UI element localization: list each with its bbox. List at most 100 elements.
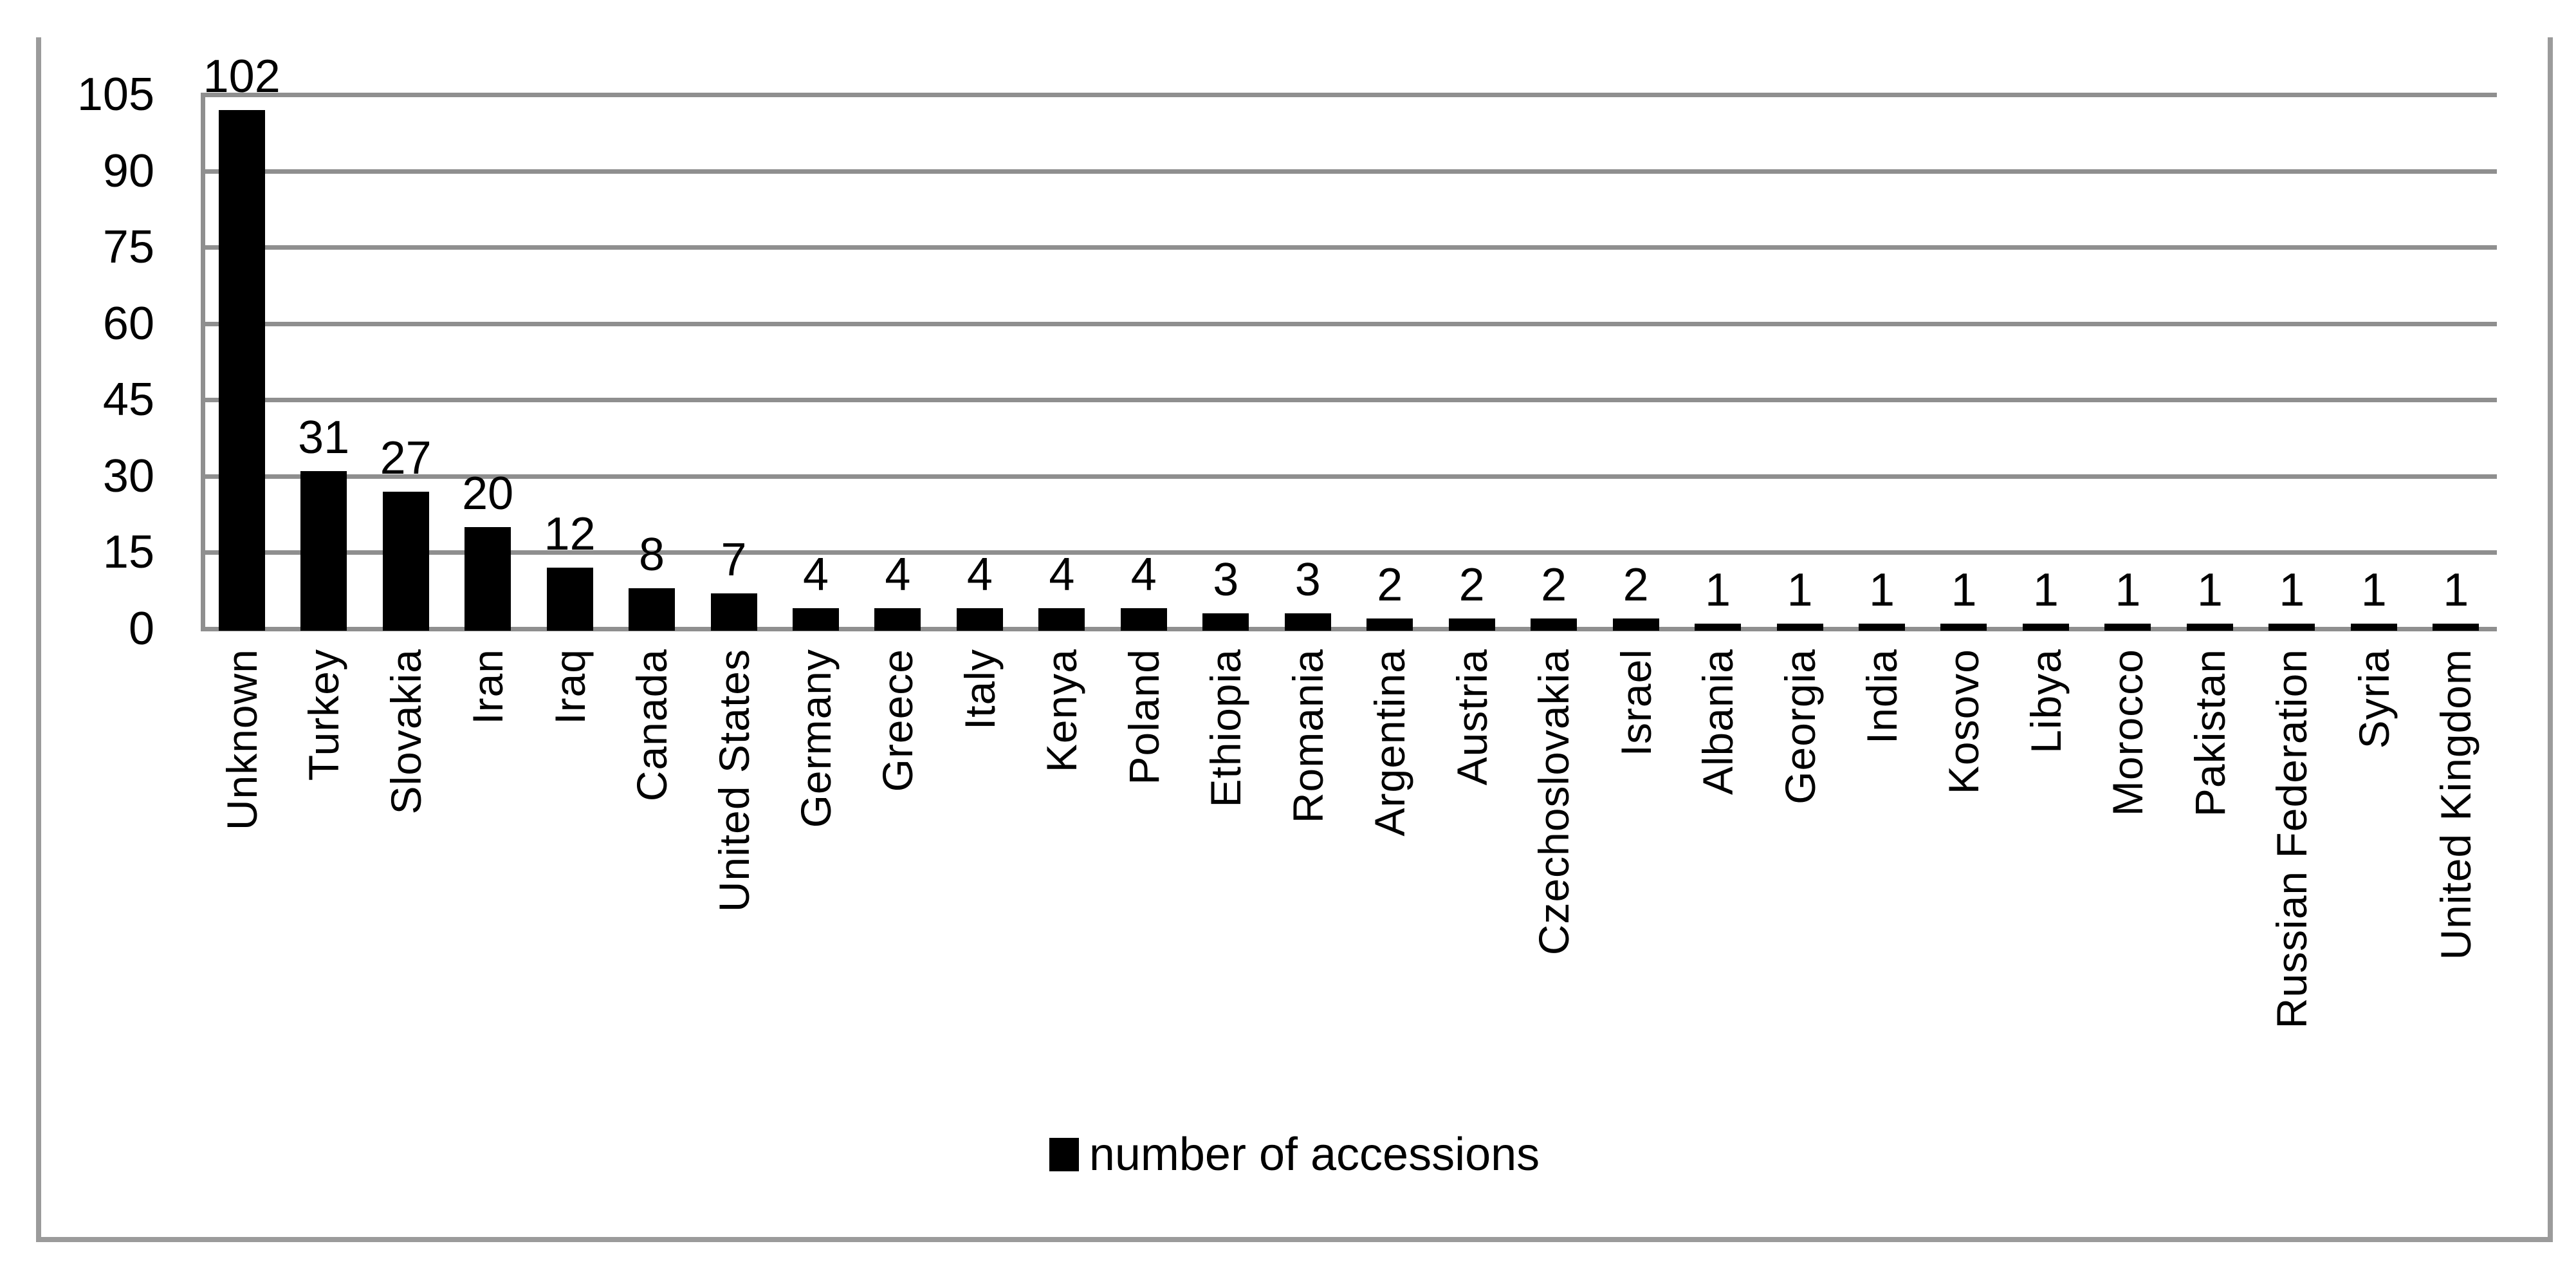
bar: [792, 608, 839, 631]
bar: [1695, 624, 1742, 631]
x-axis-category-label: United Kingdom: [2432, 649, 2480, 960]
gridline-y-30: [201, 474, 2497, 479]
x-axis-category-label: Israel: [1612, 649, 1660, 757]
bar: [629, 588, 676, 631]
x-axis-category-label: Slovakia: [382, 649, 430, 815]
x-axis-category-label: Romania: [1283, 649, 1332, 824]
gridline-y-15: [201, 550, 2497, 555]
x-axis-category-label: India: [1858, 649, 1906, 745]
bar: [874, 608, 921, 631]
bar: [546, 568, 593, 631]
bar: [1776, 624, 1823, 631]
x-axis-category-label: Poland: [1119, 649, 1168, 785]
bar: [1940, 624, 1987, 631]
bar: [2433, 624, 2479, 631]
bar: [300, 470, 347, 631]
bar-value-label: 2: [1377, 559, 1403, 611]
bar-value-label: 12: [544, 508, 596, 561]
bar: [956, 608, 1003, 631]
bar: [2022, 624, 2069, 631]
gridline-y-75: [201, 245, 2497, 250]
x-axis-category-label: Syria: [2350, 649, 2398, 749]
bar-value-label: 1: [2115, 564, 2141, 617]
bar-value-label: 7: [721, 534, 747, 586]
bar: [1284, 613, 1331, 631]
bar-value-label: 1: [1868, 564, 1895, 617]
bar-value-label: 2: [1623, 559, 1649, 611]
x-axis-category-label: Unknown: [217, 649, 266, 831]
x-axis-category-label: Georgia: [1776, 649, 1824, 804]
bar: [1038, 608, 1085, 631]
y-axis-tick-label: 45: [102, 374, 154, 426]
bar-value-label: 4: [1049, 549, 1075, 601]
bar-value-label: 2: [1541, 559, 1567, 611]
bar: [710, 593, 757, 631]
x-axis-category-label: Kosovo: [1940, 649, 1988, 795]
bar-value-label: 20: [462, 467, 514, 519]
bar: [1531, 618, 1578, 631]
legend: number of accessions: [36, 1128, 2553, 1182]
gridline-y-105: [201, 93, 2497, 97]
bar-value-label: 1: [2443, 564, 2469, 617]
x-axis-category-label: Morocco: [2104, 649, 2152, 817]
x-axis-category-label: Pakistan: [2185, 649, 2234, 817]
bar-value-label: 4: [802, 549, 829, 601]
y-axis-tick-label: 30: [102, 450, 154, 502]
x-axis-category-label: Czechoslovakia: [1530, 649, 1578, 956]
x-axis-category-label: Kenya: [1038, 649, 1086, 773]
x-axis-category-label: Argentina: [1366, 649, 1414, 837]
x-axis-category-label: Germany: [791, 649, 840, 828]
y-axis-tick-label: 15: [102, 526, 154, 579]
bar-value-label: 3: [1213, 554, 1239, 606]
gridline-y-90: [201, 169, 2497, 174]
x-axis-category-label: United States: [710, 649, 758, 913]
bar: [1202, 613, 1249, 631]
bar: [218, 109, 265, 631]
y-axis-tick-label: 0: [128, 603, 154, 655]
legend-label: number of accessions: [1089, 1129, 1540, 1180]
y-axis-line: [201, 93, 205, 631]
bar: [1120, 608, 1167, 631]
bar: [2186, 624, 2233, 631]
bar-value-label: 4: [885, 549, 911, 601]
x-axis-category-label: Iran: [464, 649, 512, 725]
bar-value-label: 3: [1294, 554, 1321, 606]
bar-value-label: 8: [639, 528, 665, 581]
gridline-y-0: [201, 627, 2497, 631]
bar-value-label: 2: [1458, 559, 1485, 611]
bar: [1612, 618, 1659, 631]
x-axis-category-label: Austria: [1448, 649, 1496, 786]
gridline-y-45: [201, 398, 2497, 403]
bar: [1859, 624, 1906, 631]
x-axis-category-label: Turkey: [300, 649, 348, 781]
bar: [1366, 618, 1413, 631]
bar-value-label: 1: [2279, 564, 2305, 617]
y-axis-tick-label: 60: [102, 297, 154, 349]
gridline-y-60: [201, 321, 2497, 326]
x-axis-category-label: Italy: [955, 649, 1004, 730]
x-axis-category-label: Iraq: [546, 649, 594, 725]
x-axis-category-label: Ethiopia: [1202, 649, 1250, 808]
bar: [2268, 624, 2315, 631]
x-axis-category-label: Canada: [628, 649, 676, 802]
x-axis-category-label: Libya: [2021, 649, 2070, 754]
bar: [2104, 624, 2151, 631]
bar-value-label: 1: [1951, 564, 1977, 617]
bar: [382, 491, 429, 631]
y-axis-tick-label: 75: [102, 221, 154, 274]
y-axis-tick-label: 105: [77, 69, 154, 120]
bar-value-label: 4: [1130, 549, 1157, 601]
y-axis-tick-label: 90: [102, 145, 154, 197]
x-axis-category-label: Russian Federation: [2268, 649, 2316, 1029]
bar-value-label: 31: [298, 411, 350, 463]
bar-value-label: 102: [203, 50, 281, 102]
legend-marker-square: [1049, 1138, 1079, 1171]
figure-border: [36, 37, 2553, 1242]
bar-value-label: 1: [1705, 564, 1731, 617]
bar: [1448, 618, 1495, 631]
bar-value-label: 27: [380, 432, 432, 484]
bar-value-label: 4: [966, 549, 993, 601]
bar-value-label: 1: [1787, 564, 1813, 617]
